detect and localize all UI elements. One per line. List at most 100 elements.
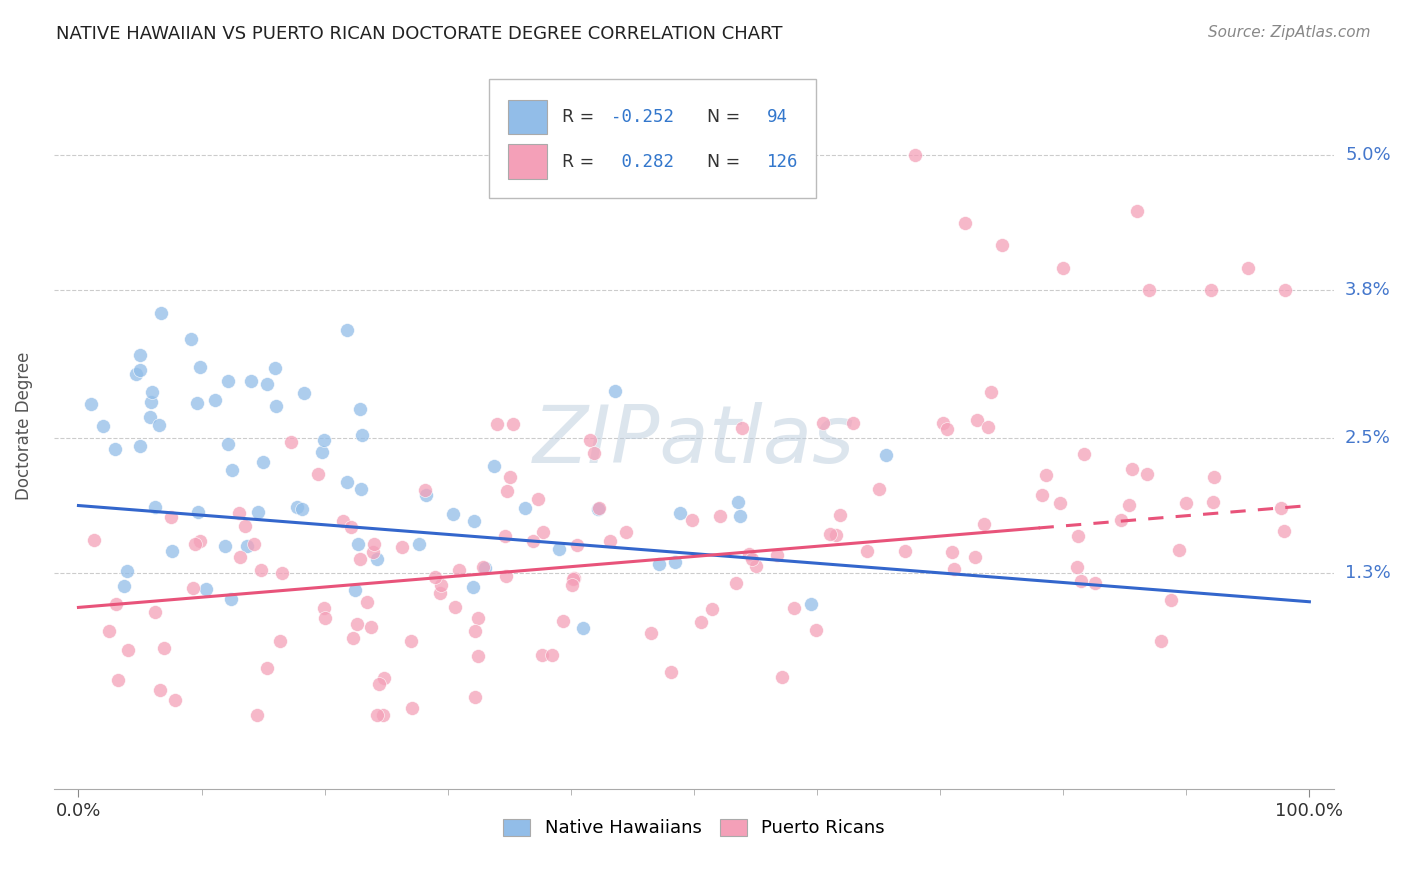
Point [280, 435, 302, 450]
Point [129, 349, 152, 363]
Point [561, 572, 583, 586]
Point [943, 562, 966, 576]
Point [1160, 592, 1182, 607]
Point [214, 539, 236, 553]
Point [856, 544, 879, 558]
Point [770, 670, 793, 684]
Point [690, 615, 713, 630]
Point [1237, 260, 1260, 275]
Point [567, 538, 589, 552]
Point [188, 533, 211, 548]
Point [727, 495, 749, 509]
Point [115, 564, 138, 578]
Point [869, 482, 891, 496]
Point [804, 624, 827, 638]
Point [825, 528, 848, 542]
Legend: Native Hawaiians, Puerto Ricans: Native Hawaiians, Puerto Ricans [496, 812, 891, 845]
Point [264, 399, 287, 413]
Point [217, 374, 239, 388]
Point [160, 509, 183, 524]
Point [842, 416, 865, 430]
Point [104, 598, 127, 612]
Point [561, 577, 583, 591]
Point [148, 417, 170, 432]
Point [332, 514, 354, 528]
Point [648, 557, 671, 571]
Point [640, 626, 662, 640]
Point [953, 215, 976, 229]
Point [125, 367, 148, 381]
Point [496, 483, 519, 498]
Point [415, 488, 437, 502]
Text: Source: ZipAtlas.com: Source: ZipAtlas.com [1208, 25, 1371, 40]
Point [553, 614, 575, 628]
Point [494, 529, 516, 543]
Point [425, 570, 447, 584]
Point [349, 402, 371, 417]
Point [875, 448, 897, 462]
Point [941, 545, 963, 559]
Point [160, 544, 183, 558]
FancyBboxPatch shape [509, 145, 547, 179]
Point [582, 446, 605, 460]
Point [731, 421, 754, 435]
Point [572, 621, 595, 635]
Point [239, 374, 262, 388]
Point [472, 559, 495, 574]
Point [990, 238, 1012, 252]
Point [741, 552, 763, 566]
Point [724, 576, 747, 591]
Point [391, 541, 413, 555]
Point [461, 580, 484, 594]
Point [344, 582, 367, 597]
FancyBboxPatch shape [509, 100, 547, 135]
Point [1272, 524, 1295, 538]
Point [562, 571, 585, 585]
Text: 126: 126 [766, 153, 799, 171]
Point [233, 519, 256, 533]
Point [1150, 634, 1173, 648]
Point [464, 624, 486, 638]
Text: N =: N = [696, 108, 747, 126]
Point [464, 690, 486, 704]
Point [894, 544, 917, 558]
Text: R =: R = [562, 153, 600, 171]
Point [263, 361, 285, 376]
Point [1070, 574, 1092, 589]
Point [143, 500, 166, 515]
Point [352, 427, 374, 442]
Point [139, 409, 162, 424]
Point [366, 552, 388, 566]
Point [346, 537, 368, 551]
Point [588, 500, 610, 515]
Point [149, 683, 172, 698]
Point [83, 533, 105, 547]
Point [980, 384, 1002, 399]
Point [97, 624, 120, 638]
Point [229, 549, 252, 564]
Point [783, 601, 806, 615]
Point [128, 439, 150, 453]
Point [1167, 543, 1189, 558]
Point [141, 385, 163, 400]
Point [1049, 495, 1071, 509]
Point [430, 578, 453, 592]
Point [307, 467, 329, 482]
Point [800, 597, 823, 611]
Point [346, 616, 368, 631]
Point [449, 563, 471, 577]
Point [966, 412, 988, 426]
Point [659, 665, 682, 679]
Point [163, 693, 186, 707]
Point [738, 547, 761, 561]
Point [217, 437, 239, 451]
Point [973, 517, 995, 532]
Point [349, 552, 371, 566]
Text: ZIPatlas: ZIPatlas [533, 401, 855, 480]
Text: N =: N = [696, 153, 747, 171]
Point [1274, 284, 1296, 298]
Text: R =: R = [562, 108, 600, 126]
Point [728, 508, 751, 523]
Point [1118, 498, 1140, 512]
Point [1066, 560, 1088, 574]
